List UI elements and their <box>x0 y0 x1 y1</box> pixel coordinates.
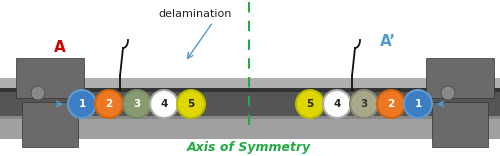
Text: 2: 2 <box>388 99 394 109</box>
Text: 2: 2 <box>106 99 112 109</box>
Circle shape <box>377 90 405 118</box>
FancyBboxPatch shape <box>0 92 500 116</box>
Text: 1: 1 <box>78 99 86 109</box>
Text: 5: 5 <box>306 99 314 109</box>
Text: 3: 3 <box>360 99 368 109</box>
Circle shape <box>123 90 151 118</box>
FancyBboxPatch shape <box>0 116 500 119</box>
FancyBboxPatch shape <box>0 119 500 139</box>
Circle shape <box>323 90 351 118</box>
Circle shape <box>177 90 205 118</box>
Text: 4: 4 <box>334 99 340 109</box>
Text: Axis of Symmetry: Axis of Symmetry <box>187 141 311 154</box>
Text: 4: 4 <box>160 99 168 109</box>
Circle shape <box>150 90 178 118</box>
FancyBboxPatch shape <box>432 102 488 147</box>
Text: A’: A’ <box>380 34 396 49</box>
Text: delamination: delamination <box>158 9 232 19</box>
FancyBboxPatch shape <box>0 88 500 92</box>
Circle shape <box>441 86 455 100</box>
FancyBboxPatch shape <box>16 58 84 98</box>
Text: 5: 5 <box>188 99 194 109</box>
FancyBboxPatch shape <box>426 58 494 98</box>
Circle shape <box>350 90 378 118</box>
Circle shape <box>68 90 96 118</box>
Circle shape <box>296 90 324 118</box>
Text: A: A <box>54 41 66 56</box>
Circle shape <box>95 90 123 118</box>
FancyBboxPatch shape <box>22 102 78 147</box>
Circle shape <box>404 90 432 118</box>
FancyBboxPatch shape <box>0 78 500 136</box>
Text: 3: 3 <box>134 99 140 109</box>
Circle shape <box>31 86 45 100</box>
Text: 1: 1 <box>414 99 422 109</box>
